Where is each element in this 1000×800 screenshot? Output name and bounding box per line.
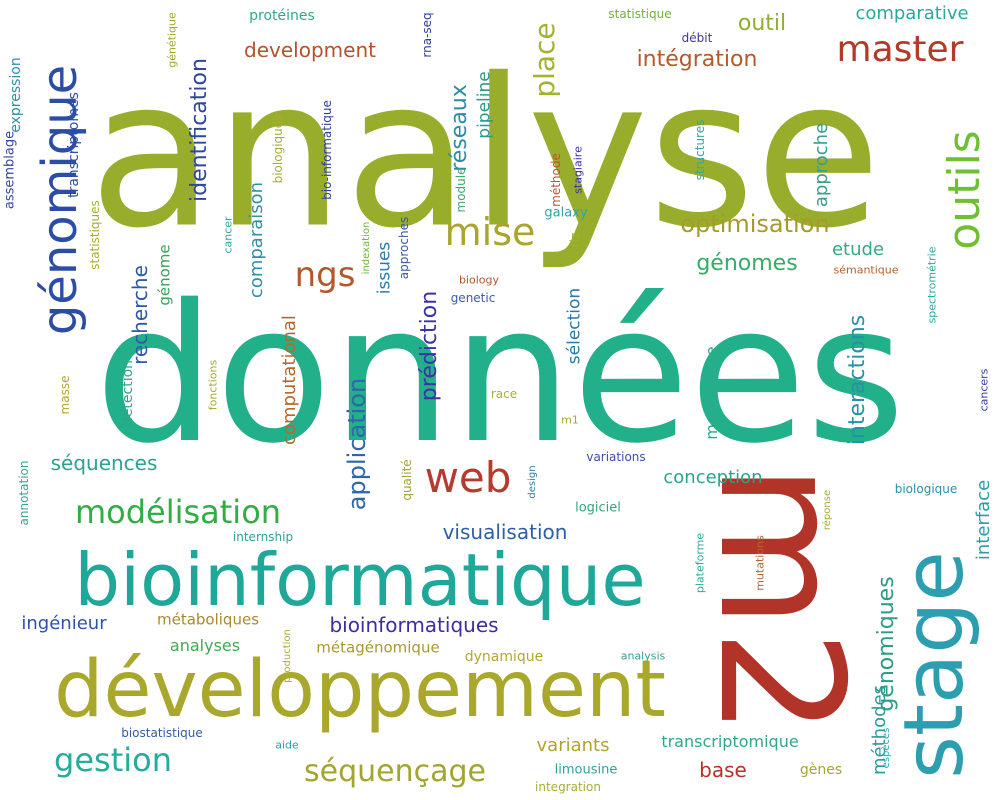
cloud-word: interactions	[845, 314, 870, 446]
cloud-word: intégration	[636, 47, 758, 72]
cloud-word: integration	[535, 780, 601, 794]
cloud-word: internship	[232, 530, 294, 544]
cloud-word: métagénomique	[316, 638, 440, 657]
cloud-word: gènes	[799, 762, 843, 778]
cloud-word: détection	[120, 359, 136, 427]
cloud-word: biostatistique	[121, 726, 203, 740]
cloud-word: pipeline	[474, 71, 495, 139]
cloud-word: outil	[737, 11, 787, 36]
cloud-word: bio-informatique	[320, 100, 334, 200]
cloud-word: variations	[586, 450, 646, 464]
cloud-word: génome	[155, 244, 174, 306]
cloud-word: identification	[187, 58, 212, 202]
cloud-word: galaxy	[544, 205, 588, 221]
cloud-word: protéines	[249, 8, 315, 24]
cloud-word: design	[527, 465, 538, 499]
cloud-word: genetic	[450, 291, 496, 305]
cloud-word: comparaison	[246, 181, 267, 299]
cloud-word: computational	[279, 315, 300, 445]
cloud-word: sélection	[564, 287, 585, 365]
cloud-word: comparative	[855, 3, 969, 24]
cloud-word: analysis	[620, 649, 666, 663]
cloud-word: etude	[831, 239, 885, 260]
cloud-word: development	[244, 38, 376, 62]
cloud-word: application	[343, 377, 371, 511]
cloud-word: approche	[811, 122, 832, 208]
cloud-word: aide	[275, 738, 299, 752]
cloud-word: sémantique	[833, 263, 899, 277]
cloud-word: annotation	[17, 460, 31, 526]
cloud-word: limousine	[554, 762, 618, 778]
cloud-word: plateforme	[693, 532, 707, 594]
cloud-word: dynamique	[464, 649, 544, 665]
cloud-word: séquences	[50, 451, 158, 475]
cloud-word: réponse	[822, 489, 833, 531]
cloud-word: module	[454, 167, 468, 213]
cloud-word: expression	[8, 57, 24, 133]
cloud-word: biology	[458, 273, 500, 287]
cloud-word: cancers	[977, 368, 991, 412]
cloud-word: analyse	[88, 35, 882, 274]
cloud-word: données	[94, 264, 906, 485]
cloud-word: transcriptomes	[66, 92, 82, 198]
cloud-word: cancer	[221, 216, 235, 254]
cloud-word: interface	[973, 479, 994, 561]
cloud-word: production	[282, 629, 293, 683]
cloud-word: race	[490, 387, 518, 401]
cloud-word: méthode	[549, 153, 563, 207]
cloud-word: gestion	[54, 741, 172, 779]
cloud-word: approches	[397, 216, 411, 280]
cloud-word: assemblage	[2, 130, 18, 210]
cloud-word: base	[699, 758, 747, 782]
cloud-word: développement	[53, 645, 667, 735]
cloud-word: stage	[887, 551, 982, 779]
cloud-word: moléculaire	[702, 346, 721, 440]
cloud-word: m2	[681, 463, 879, 737]
cloud-word: spectrométrie	[925, 246, 939, 324]
cloud-word: place	[528, 22, 561, 98]
cloud-word: bioinformatique	[74, 538, 646, 622]
cloud-word: recherche	[128, 265, 152, 365]
cloud-word: débit	[681, 31, 713, 45]
cloud-word: séquençage	[304, 754, 486, 789]
cloud-word: analyses	[169, 636, 241, 655]
cloud-word: génétique	[165, 12, 179, 68]
cloud-word: transcriptomique	[661, 732, 799, 751]
cloud-word: espèces	[881, 727, 892, 769]
cloud-word: prédiction	[417, 290, 442, 402]
cloud-word: ngs	[294, 255, 356, 295]
cloud-word: ingénieur	[21, 613, 107, 634]
cloud-word: conception	[663, 467, 763, 488]
cloud-word: master	[836, 29, 964, 70]
cloud-word: stagiaire	[571, 146, 585, 194]
cloud-word: biologique	[894, 482, 958, 496]
cloud-word: riz	[568, 232, 582, 248]
cloud-word: qualité	[400, 459, 414, 501]
cloud-word: issues	[374, 241, 395, 295]
cloud-word: métaboliques	[156, 610, 260, 629]
cloud-word: rna-seq	[420, 12, 434, 58]
cloud-word: logiciel	[575, 500, 621, 516]
cloud-word: m1	[561, 413, 579, 427]
cloud-word: visualisation	[442, 520, 568, 544]
cloud-word: biologiques	[271, 114, 285, 184]
cloud-word: masse	[58, 375, 72, 415]
cloud-word: modélisation	[74, 493, 282, 531]
cloud-word: mutations	[753, 535, 767, 591]
cloud-word: optimisation	[680, 210, 830, 238]
cloud-word: statistiques	[88, 200, 102, 270]
cloud-word: web	[424, 453, 512, 502]
cloud-word: indexation	[361, 221, 372, 275]
cloud-word: outils	[939, 130, 990, 250]
cloud-word: génomes	[696, 251, 798, 276]
cloud-word: structures	[693, 119, 707, 181]
cloud-word: mise	[444, 210, 536, 254]
cloud-word: fonctions	[206, 359, 220, 411]
cloud-word: statistique	[608, 7, 672, 21]
cloud-word: bioinformatiques	[329, 613, 499, 637]
cloud-word: variants	[536, 735, 610, 756]
cloud-word: réseaux	[447, 84, 472, 172]
